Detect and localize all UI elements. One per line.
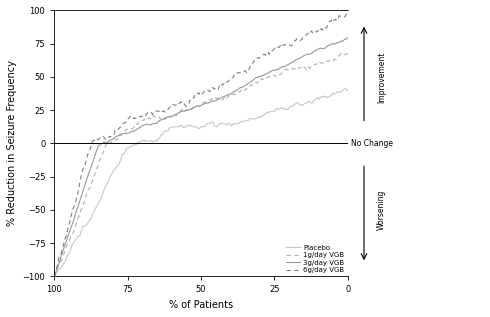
- Y-axis label: % Reduction in Seizure Frequency: % Reduction in Seizure Frequency: [7, 61, 17, 226]
- Text: Worsening: Worsening: [377, 190, 386, 230]
- Legend: Placebo, 1g/day VGB, 3g/day VGB, 6g/day VGB: Placebo, 1g/day VGB, 3g/day VGB, 6g/day …: [286, 245, 344, 273]
- Text: Improvement: Improvement: [377, 51, 386, 103]
- X-axis label: % of Patients: % of Patients: [169, 300, 233, 310]
- Text: No Change: No Change: [351, 139, 393, 148]
